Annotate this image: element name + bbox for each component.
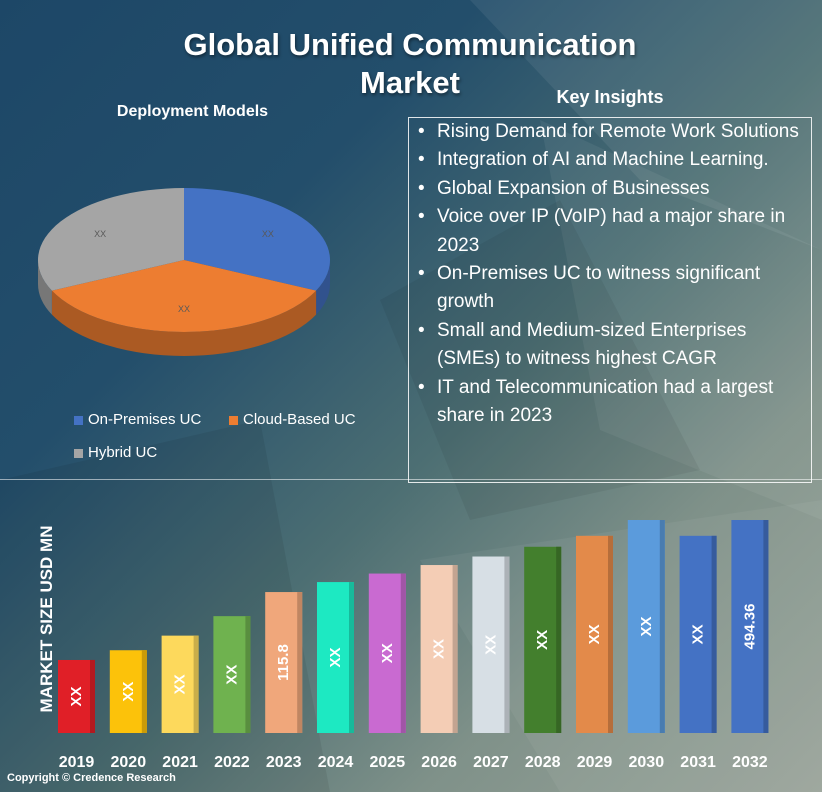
- bar-2030: [627, 520, 665, 733]
- bar-2032: [731, 520, 769, 733]
- insights-list: Rising Demand for Remote Work Solutions …: [415, 118, 811, 430]
- pie-data-label: XX: [262, 229, 274, 239]
- bar-data-label: XX: [223, 665, 240, 685]
- x-tick-label: 2027: [473, 754, 509, 770]
- insight-item: Integration of AI and Machine Learning.: [415, 146, 811, 175]
- bar-data-label: XX: [68, 686, 85, 706]
- bar-shade: [504, 556, 510, 733]
- insight-item: Rising Demand for Remote Work Solutions: [415, 118, 811, 147]
- bar-2024: [317, 582, 354, 733]
- x-tick-label: 2026: [421, 754, 457, 770]
- pie-slice-side: [51, 290, 317, 356]
- bar-data-label: XX: [379, 643, 396, 663]
- x-tick-label: 2019: [59, 754, 95, 770]
- bar-shade: [659, 520, 665, 733]
- bar-data-label: XX: [172, 674, 189, 694]
- legend-swatch: [74, 415, 83, 425]
- bar-data-label: XX: [327, 648, 344, 668]
- insight-item: IT and Telecommunication had a largest s…: [415, 374, 811, 431]
- bar-data-label: XX: [431, 639, 448, 659]
- bar-2021: [161, 635, 199, 733]
- bar-2025: [368, 573, 406, 733]
- bar-2026: [420, 565, 458, 733]
- bar-2023: [265, 592, 303, 733]
- bar-data-label: XX: [120, 682, 137, 702]
- bar-shade: [90, 659, 95, 733]
- bar-2028: [524, 546, 562, 733]
- insight-item: Small and Medium-sized Enterprises (SMEs…: [415, 317, 811, 374]
- bar-2029: [576, 535, 613, 733]
- legend-swatch: [74, 448, 83, 458]
- bar-shade: [556, 546, 562, 733]
- bar-shade: [763, 520, 769, 733]
- bar-2022: [213, 616, 251, 733]
- title-line-1: Global Unified Communication: [183, 27, 637, 62]
- pie-data-label: XX: [178, 304, 190, 314]
- bar-data-label: XX: [690, 624, 707, 644]
- insight-item: Global Expansion of Businesses: [415, 175, 811, 204]
- pie-slice-hybrid-uc: [37, 188, 184, 291]
- bar-data-label: XX: [638, 616, 655, 636]
- x-tick-label: 2028: [525, 754, 561, 770]
- insight-item: Voice over IP (VoIP) had a major share i…: [415, 203, 811, 260]
- bar-chart: XX 2019 XX 2020 XX 2021 XX 2022 115.8 2023 XX 2024 X…: [58, 520, 769, 770]
- bar-shade: [297, 592, 303, 733]
- page-title: Global Unified Communication Market: [60, 26, 760, 102]
- x-tick-label: 2029: [577, 754, 613, 770]
- bar-2019: [58, 659, 95, 733]
- bar-data-label: XX: [534, 630, 551, 650]
- bar-shade: [711, 535, 717, 733]
- bar-data-label: XX: [482, 635, 499, 655]
- x-tick-label: 2030: [629, 754, 665, 770]
- copyright: Copyright © Credence Research: [7, 772, 176, 784]
- bar-shade: [141, 650, 147, 733]
- insights-title: Key Insights: [556, 87, 664, 107]
- pie-slice-cloud-based-uc: [51, 260, 317, 332]
- x-tick-label: 2020: [111, 754, 147, 770]
- legend-item-on-premises: On-Premises UC: [74, 410, 201, 430]
- legend-swatch: [229, 415, 238, 425]
- x-tick-label: 2023: [266, 754, 302, 770]
- bar-2027: [472, 556, 510, 733]
- x-tick-label: 2022: [214, 754, 250, 770]
- bar-data-label: XX: [586, 624, 603, 644]
- x-tick-label: 2025: [370, 754, 406, 770]
- section-divider: [0, 479, 822, 480]
- bar-2031: [679, 535, 717, 733]
- x-tick-label: 2032: [732, 754, 768, 770]
- pie-data-label: XX: [94, 229, 106, 239]
- title-line-2: Market: [360, 65, 460, 100]
- pie-legend: On-Premises UC Cloud-Based UC Hybrid UC: [74, 410, 394, 470]
- bar-shade: [245, 616, 251, 733]
- legend-label: Hybrid UC: [88, 444, 158, 461]
- pie-slice-side: [316, 260, 330, 315]
- bar-shade: [349, 582, 354, 733]
- bar-data-label: 115.8: [275, 644, 292, 681]
- insight-item: On-Premises UC to witness significant gr…: [415, 260, 811, 317]
- bar-shade: [193, 635, 199, 733]
- legend-label: Cloud-Based UC: [243, 411, 356, 428]
- insights-box: Rising Demand for Remote Work Solutions …: [408, 117, 812, 483]
- legend-label: On-Premises UC: [88, 411, 202, 428]
- pie-slice-side: [38, 260, 52, 315]
- pie-slice-on-premises-uc: [184, 188, 330, 291]
- x-tick-label: 2031: [680, 754, 716, 770]
- bar-shade: [608, 535, 613, 733]
- bar-shade: [400, 573, 406, 733]
- bar-data-label: 494.36: [741, 604, 758, 650]
- legend-item-hybrid: Hybrid UC: [74, 443, 157, 463]
- legend-item-cloud-based: Cloud-Based UC: [229, 410, 356, 430]
- x-tick-label: 2024: [318, 754, 354, 770]
- bar-shade: [452, 565, 458, 733]
- pie-chart-title: Deployment Models: [116, 103, 269, 120]
- bar-2020: [109, 650, 147, 733]
- x-tick-label: 2021: [162, 754, 198, 770]
